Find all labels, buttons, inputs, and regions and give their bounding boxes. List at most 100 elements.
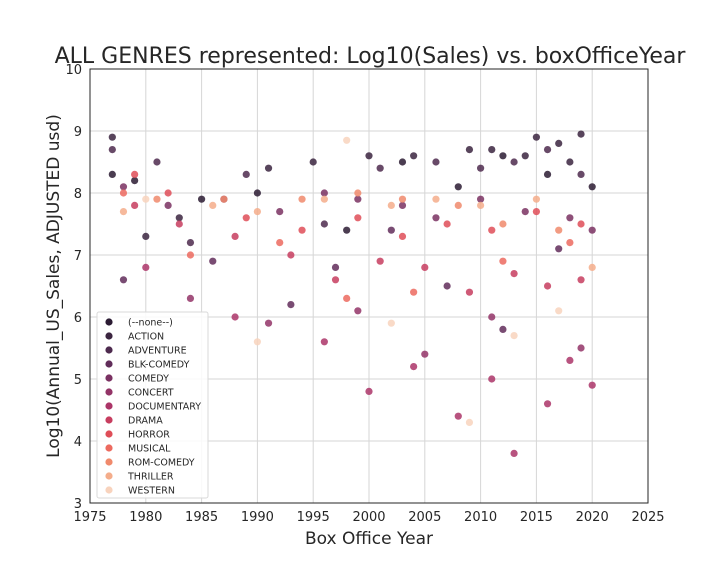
y-tick-label: 3	[74, 497, 82, 512]
data-point	[119, 189, 128, 197]
data-point	[343, 136, 351, 144]
data-points	[108, 130, 596, 457]
y-axis-label: Log10(Annual_US_Sales, ADJUSTED usd)	[44, 114, 64, 458]
legend-marker	[105, 486, 113, 494]
data-point	[343, 294, 351, 302]
x-tick-label: 1980	[129, 510, 162, 525]
data-point	[209, 201, 217, 209]
data-point	[577, 276, 585, 284]
x-axis-label: Box Office Year	[305, 529, 433, 549]
data-point	[410, 152, 418, 160]
data-point	[186, 251, 195, 259]
legend-marker	[105, 318, 113, 326]
data-point	[376, 257, 384, 265]
data-point	[477, 201, 485, 209]
data-point	[577, 170, 585, 178]
legend-label: COMEDY	[128, 374, 169, 385]
data-point	[555, 139, 563, 147]
data-point	[276, 239, 284, 247]
data-point	[153, 195, 161, 203]
legend-label: DOCUMENTARY	[128, 402, 201, 413]
x-tick-label: 1995	[297, 510, 330, 525]
data-point	[398, 232, 407, 240]
data-point	[443, 282, 451, 290]
data-point	[454, 201, 462, 209]
data-point	[142, 232, 150, 240]
x-tick-label: 2020	[576, 510, 609, 525]
data-point	[566, 158, 574, 166]
data-point	[331, 263, 340, 271]
data-point	[588, 263, 596, 271]
data-point	[543, 400, 552, 408]
x-tick-label: 2000	[352, 510, 385, 525]
data-point	[365, 152, 373, 160]
data-point	[354, 214, 362, 222]
data-point	[264, 319, 273, 327]
data-point	[287, 301, 295, 309]
legend-marker	[105, 472, 113, 480]
data-point	[543, 282, 552, 290]
data-point	[443, 220, 451, 228]
data-point	[454, 183, 462, 191]
data-point	[331, 276, 340, 284]
legend-label: CONCERT	[128, 388, 174, 399]
data-point	[398, 195, 407, 203]
data-point	[510, 449, 518, 457]
legend-label: WESTERN	[128, 486, 175, 497]
data-point	[298, 226, 306, 234]
data-point	[320, 189, 328, 197]
data-point	[209, 257, 217, 265]
data-point	[231, 313, 239, 321]
data-point	[521, 152, 529, 160]
data-point	[354, 195, 362, 203]
data-point	[421, 263, 429, 271]
data-point	[119, 276, 128, 284]
legend-label: THRILLER	[127, 472, 174, 483]
data-point	[555, 245, 563, 253]
data-point	[432, 195, 440, 203]
data-point	[108, 170, 116, 178]
legend-label: MUSICAL	[128, 444, 171, 455]
x-tick-label: 1990	[241, 510, 274, 525]
data-point	[253, 208, 261, 216]
data-point	[119, 183, 128, 191]
data-point	[432, 214, 440, 222]
data-point	[543, 170, 552, 178]
data-point	[532, 195, 541, 203]
data-point	[142, 195, 150, 203]
legend-label: HORROR	[128, 430, 170, 441]
y-tick-label: 9	[74, 125, 82, 140]
data-point	[465, 146, 474, 154]
data-point	[231, 232, 239, 240]
data-point	[354, 189, 362, 197]
data-point	[398, 158, 407, 166]
data-point	[354, 307, 362, 315]
legend-marker	[105, 360, 113, 368]
y-tick-label: 4	[74, 435, 82, 450]
data-point	[142, 263, 150, 271]
legend-marker	[105, 444, 113, 452]
data-point	[365, 387, 373, 395]
data-point	[131, 177, 139, 185]
legend-label: (--none--)	[128, 318, 173, 329]
data-point	[410, 363, 418, 371]
data-point	[488, 146, 496, 154]
x-tick-label: 1985	[185, 510, 218, 525]
legend: (--none--) ACTION ADVENTURE BLK-COMEDY COMED…	[96, 311, 209, 499]
data-point	[242, 170, 250, 178]
legend-label: DRAMA	[128, 416, 163, 427]
data-point	[499, 220, 507, 228]
data-point	[164, 189, 172, 197]
legend-marker	[105, 402, 113, 410]
data-point	[555, 226, 563, 234]
data-point	[532, 208, 541, 216]
y-tick-label: 8	[74, 187, 82, 202]
y-tick-label: 6	[74, 311, 82, 326]
data-point	[499, 152, 507, 160]
data-point	[119, 208, 128, 216]
data-point	[510, 332, 518, 340]
chart-title: ALL GENRES represented: Log10(Sales) vs.…	[55, 44, 687, 69]
x-tick-label: 2010	[464, 510, 497, 525]
data-point	[153, 158, 161, 166]
data-point	[387, 319, 395, 327]
